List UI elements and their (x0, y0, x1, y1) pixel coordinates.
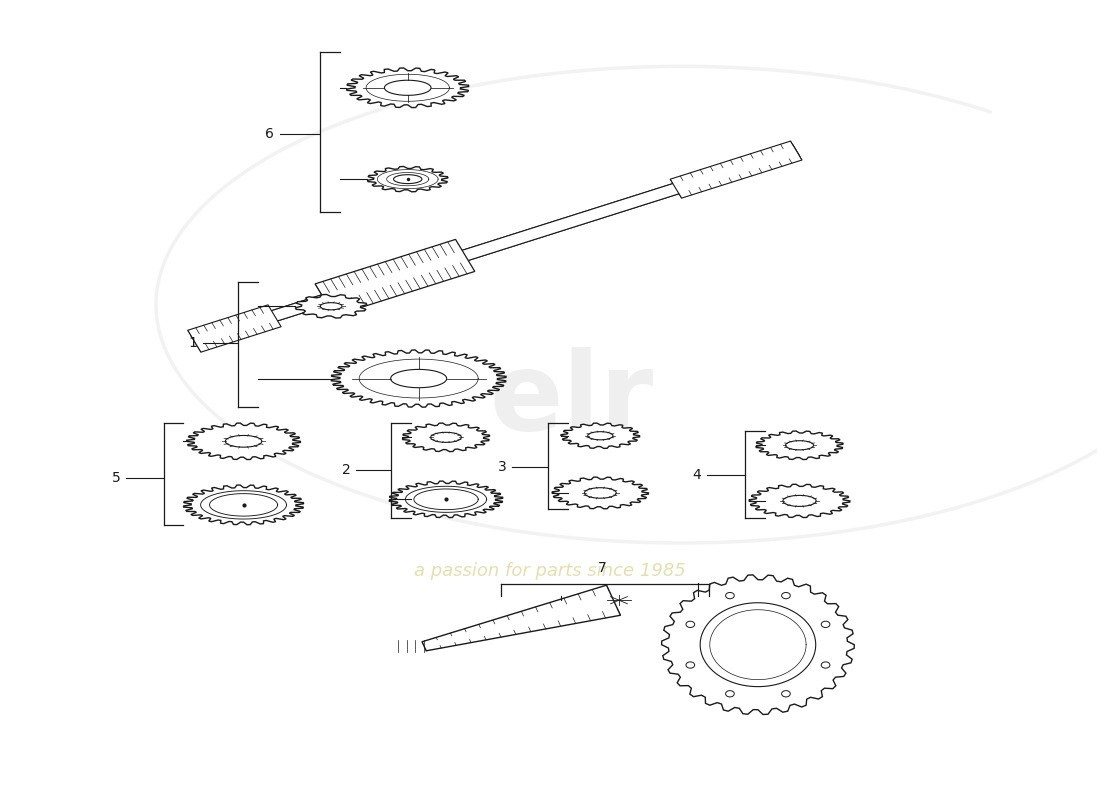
Polygon shape (431, 432, 461, 442)
Circle shape (782, 690, 790, 697)
Polygon shape (187, 423, 300, 459)
Text: 3: 3 (497, 460, 506, 474)
Polygon shape (422, 585, 620, 650)
Polygon shape (783, 495, 816, 506)
Text: 5: 5 (112, 471, 121, 485)
Circle shape (782, 593, 790, 598)
Circle shape (686, 622, 695, 627)
Polygon shape (785, 441, 814, 450)
Polygon shape (389, 481, 503, 518)
Text: 7: 7 (598, 561, 607, 574)
Polygon shape (331, 350, 506, 407)
Polygon shape (390, 370, 447, 388)
Text: 6: 6 (265, 127, 274, 141)
Polygon shape (670, 141, 802, 198)
Polygon shape (756, 431, 844, 459)
Polygon shape (226, 435, 262, 447)
Polygon shape (561, 423, 640, 449)
Polygon shape (385, 80, 431, 95)
Polygon shape (584, 488, 616, 498)
Polygon shape (367, 166, 448, 192)
Polygon shape (749, 484, 850, 518)
Circle shape (726, 593, 735, 598)
Polygon shape (320, 302, 342, 310)
Circle shape (726, 690, 735, 697)
Text: a passion for parts since 1985: a passion for parts since 1985 (414, 562, 686, 580)
Polygon shape (701, 602, 816, 686)
Polygon shape (184, 485, 304, 525)
Text: 4: 4 (692, 469, 701, 482)
Circle shape (822, 662, 829, 668)
Polygon shape (191, 146, 800, 346)
Text: 2: 2 (342, 463, 351, 477)
Circle shape (686, 662, 695, 668)
Polygon shape (403, 423, 490, 451)
Polygon shape (315, 239, 475, 316)
Polygon shape (587, 432, 613, 440)
Polygon shape (188, 305, 282, 352)
Circle shape (822, 622, 829, 627)
Polygon shape (346, 68, 469, 108)
Text: 1: 1 (189, 336, 198, 350)
Polygon shape (552, 477, 649, 509)
Polygon shape (661, 575, 855, 714)
Polygon shape (394, 174, 422, 183)
Polygon shape (295, 294, 367, 318)
Text: elr: elr (490, 347, 654, 453)
